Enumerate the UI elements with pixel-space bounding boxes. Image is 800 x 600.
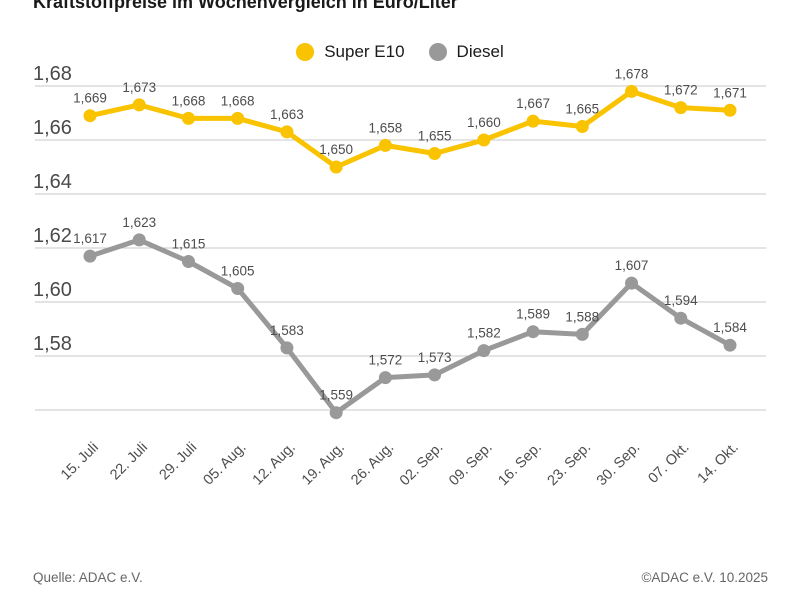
- data-point: [674, 101, 688, 115]
- data-label: 1,589: [516, 307, 550, 322]
- data-point: [428, 368, 442, 382]
- y-tick-label: 1,58: [33, 333, 72, 355]
- data-point: [132, 233, 146, 247]
- data-label: 1,669: [73, 91, 107, 106]
- legend-label-super-e10: Super E10: [324, 42, 405, 61]
- data-point: [132, 98, 146, 112]
- data-label: 1,672: [664, 83, 698, 98]
- data-point: [378, 138, 392, 152]
- x-tick-label: 07. Okt.: [645, 440, 692, 487]
- data-label: 1,559: [319, 388, 353, 403]
- data-point: [231, 111, 245, 125]
- data-label: 1,588: [565, 309, 599, 324]
- x-tick-label: 05. Aug.: [201, 440, 250, 489]
- data-point: [378, 371, 392, 385]
- legend-item-diesel: Diesel: [428, 42, 504, 62]
- data-label: 1,594: [664, 293, 698, 308]
- data-label: 1,673: [122, 80, 156, 95]
- x-tick-label: 30. Sep.: [594, 440, 644, 490]
- x-tick-label: 29. Juli: [156, 440, 200, 484]
- x-tick-label: 19. Aug.: [299, 440, 348, 489]
- data-point: [329, 160, 343, 174]
- data-label: 1,650: [319, 142, 353, 157]
- data-label: 1,658: [368, 120, 402, 135]
- data-point: [625, 84, 639, 98]
- data-label: 1,668: [172, 93, 206, 108]
- data-point: [181, 255, 195, 268]
- data-point: [575, 327, 589, 341]
- data-label: 1,617: [73, 231, 107, 246]
- x-tick-label: 16. Sep.: [495, 440, 545, 490]
- series-super-e10: 1,669 1,673 1,668 1,668 1,663 1,650 1,658 1,655…: [73, 66, 747, 174]
- x-tick-label: 23. Sep.: [545, 440, 595, 490]
- source-note: Quelle: ADAC e.V.: [33, 570, 143, 585]
- data-point: [181, 111, 195, 125]
- data-label: 1,668: [221, 93, 255, 108]
- x-tick-label: 02. Sep.: [397, 440, 447, 490]
- diesel-dot-icon: [428, 43, 447, 61]
- super-e10-dot-icon: [296, 43, 315, 61]
- legend-label-diesel: Diesel: [456, 42, 504, 61]
- y-tick-label: 1,64: [33, 171, 72, 193]
- data-label: 1,665: [565, 102, 599, 117]
- data-point: [723, 103, 737, 117]
- data-point: [674, 311, 688, 325]
- data-label: 1,607: [615, 258, 649, 273]
- data-point: [526, 325, 540, 339]
- series-line: [87, 88, 733, 170]
- data-point: [280, 341, 294, 355]
- data-label: 1,623: [122, 215, 156, 230]
- legend-item-super-e10: Super E10: [296, 42, 405, 62]
- data-label: 1,671: [713, 85, 747, 100]
- data-point: [625, 276, 639, 290]
- x-tick-label: 26. Aug.: [348, 440, 397, 489]
- data-label: 1,655: [418, 129, 452, 144]
- data-label: 1,678: [615, 66, 649, 81]
- data-point: [329, 406, 343, 420]
- legend: Super E10 Diesel: [0, 42, 800, 62]
- data-point: [723, 338, 737, 352]
- x-tick-label: 22. Juli: [107, 440, 151, 484]
- data-label: 1,660: [467, 115, 501, 130]
- series-line: [87, 237, 733, 416]
- copyright-note: ©ADAC e.V. 10.2025: [641, 570, 768, 585]
- x-tick-label: 09. Sep.: [446, 440, 496, 490]
- data-point: [526, 114, 540, 128]
- chart-title: Kraftstoffpreise im Wochenvergleich in E…: [33, 0, 458, 12]
- data-label: 1,605: [221, 264, 255, 279]
- data-point: [83, 109, 97, 123]
- data-label: 1,584: [713, 320, 747, 335]
- y-axis-labels: 1,68 1,66 1,64 1,62 1,60 1,58: [33, 63, 72, 355]
- x-tick-label: 12. Aug.: [250, 440, 299, 489]
- data-label: 1,582: [467, 326, 501, 341]
- data-point: [231, 282, 245, 295]
- y-tick-label: 1,68: [33, 63, 72, 85]
- data-label: 1,663: [270, 107, 304, 122]
- x-axis-labels: 15. Juli 22. Juli 29. Juli 05. Aug. 12. Aug.…: [58, 440, 742, 490]
- x-tick-label: 15. Juli: [58, 440, 102, 484]
- data-label: 1,572: [368, 353, 402, 368]
- data-point: [428, 147, 442, 160]
- data-label: 1,573: [418, 350, 452, 365]
- y-tick-label: 1,62: [33, 225, 72, 247]
- series-diesel: 1,617 1,623 1,615 1,605 1,583 1,559 1,572 1,573…: [73, 215, 747, 420]
- data-label: 1,667: [516, 96, 550, 111]
- x-tick-label: 14. Okt.: [695, 440, 742, 487]
- data-label: 1,583: [270, 323, 304, 338]
- data-label: 1,615: [172, 237, 206, 252]
- data-point: [575, 120, 589, 133]
- gridlines: [35, 85, 766, 411]
- data-point: [477, 133, 491, 147]
- data-point: [477, 344, 491, 358]
- data-point: [83, 249, 97, 263]
- data-point: [280, 125, 294, 139]
- y-tick-label: 1,66: [33, 117, 72, 139]
- y-tick-label: 1,60: [33, 279, 72, 301]
